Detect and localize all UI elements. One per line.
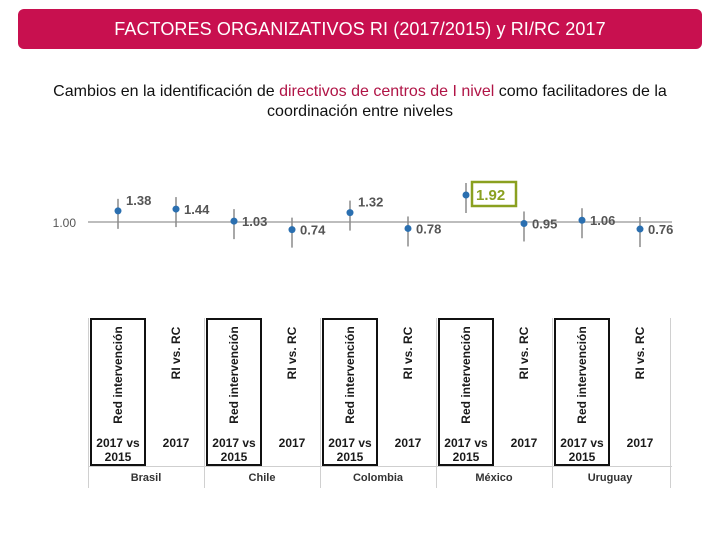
data-point (288, 226, 296, 234)
series-label-ri-rc: RI vs. RC (633, 326, 647, 380)
data-label: 0.95 (532, 216, 557, 231)
data-point (462, 191, 470, 199)
series-label-ri-rc: RI vs. RC (401, 326, 415, 380)
year-label-2017: 2017 (510, 436, 538, 450)
group-divider (552, 318, 553, 488)
data-point (578, 216, 586, 224)
group-divider (320, 318, 321, 488)
data-label: 1.32 (358, 195, 383, 210)
data-label: 0.76 (648, 222, 673, 237)
data-point (230, 217, 238, 225)
group-divider (88, 318, 89, 488)
data-point (346, 209, 354, 217)
country-label: Colombia (352, 472, 404, 484)
year-label-2017-vs-2015: 2017 vs 2015 (560, 436, 604, 464)
series-label-intervention: Red intervención (227, 326, 241, 424)
country-label: México (475, 472, 513, 484)
series-label-ri-rc: RI vs. RC (285, 326, 299, 380)
series-label-ri-rc: RI vs. RC (517, 326, 531, 380)
page-title: FACTORES ORGANIZATIVOS RI (2017/2015) y … (114, 18, 606, 39)
year-label-2017-vs-2015: 2017 vs 2015 (328, 436, 372, 464)
data-label: 1.03 (242, 214, 267, 229)
data-point (636, 225, 644, 233)
series-label-ri-rc: RI vs. RC (169, 326, 183, 380)
data-label: 1.38 (126, 193, 151, 208)
data-label: 1.92 (476, 187, 505, 204)
year-label-2017: 2017 (394, 436, 422, 450)
subtitle-part2: como facilitadores de la coordinación en… (267, 83, 667, 120)
highlight-column-box (322, 318, 378, 466)
country-label: Chile (248, 472, 276, 484)
country-label: Uruguay (587, 472, 633, 484)
data-label: 1.06 (590, 213, 615, 228)
chart-subtitle: Cambios en la identificación de directiv… (40, 82, 680, 122)
series-label-intervention: Red intervención (343, 326, 357, 424)
year-label-2017: 2017 (162, 436, 190, 450)
year-label-2017-vs-2015: 2017 vs 2015 (444, 436, 488, 464)
subtitle-part1: Cambios en la identificación de (53, 83, 280, 100)
group-divider (670, 318, 671, 488)
series-label-intervention: Red intervención (459, 326, 473, 424)
data-point (114, 207, 122, 215)
highlight-column-box (90, 318, 146, 466)
year-label-2017: 2017 (278, 436, 306, 450)
highlight-column-box (554, 318, 610, 466)
year-label-2017-vs-2015: 2017 vs 2015 (96, 436, 140, 464)
data-point (404, 224, 412, 232)
series-label-intervention: Red intervención (575, 326, 589, 424)
highlight-box (470, 180, 518, 208)
highlight-column-box (206, 318, 262, 466)
year-label-2017: 2017 (626, 436, 654, 450)
group-divider (436, 318, 437, 488)
country-label: Brasil (130, 472, 162, 484)
year-label-2017-vs-2015: 2017 vs 2015 (212, 436, 256, 464)
group-divider (204, 318, 205, 488)
highlight-column-box (438, 318, 494, 466)
title-banner: FACTORES ORGANIZATIVOS RI (2017/2015) y … (18, 9, 702, 49)
data-point (172, 205, 180, 213)
subtitle-highlight: directivos de centros de I nivel (279, 83, 495, 100)
reference-label: 1.00 (53, 216, 77, 230)
axis-baseline (88, 466, 672, 467)
data-point (520, 219, 528, 227)
series-label-intervention: Red intervención (111, 326, 125, 424)
dot-chart: 1.00 1.38 1.44 1.03 0.74 1.32 0.78 1.92 0.95 1.06… (53, 180, 673, 248)
data-label: 0.74 (300, 223, 326, 238)
data-label: 1.44 (184, 202, 210, 217)
data-label: 0.78 (416, 221, 441, 236)
